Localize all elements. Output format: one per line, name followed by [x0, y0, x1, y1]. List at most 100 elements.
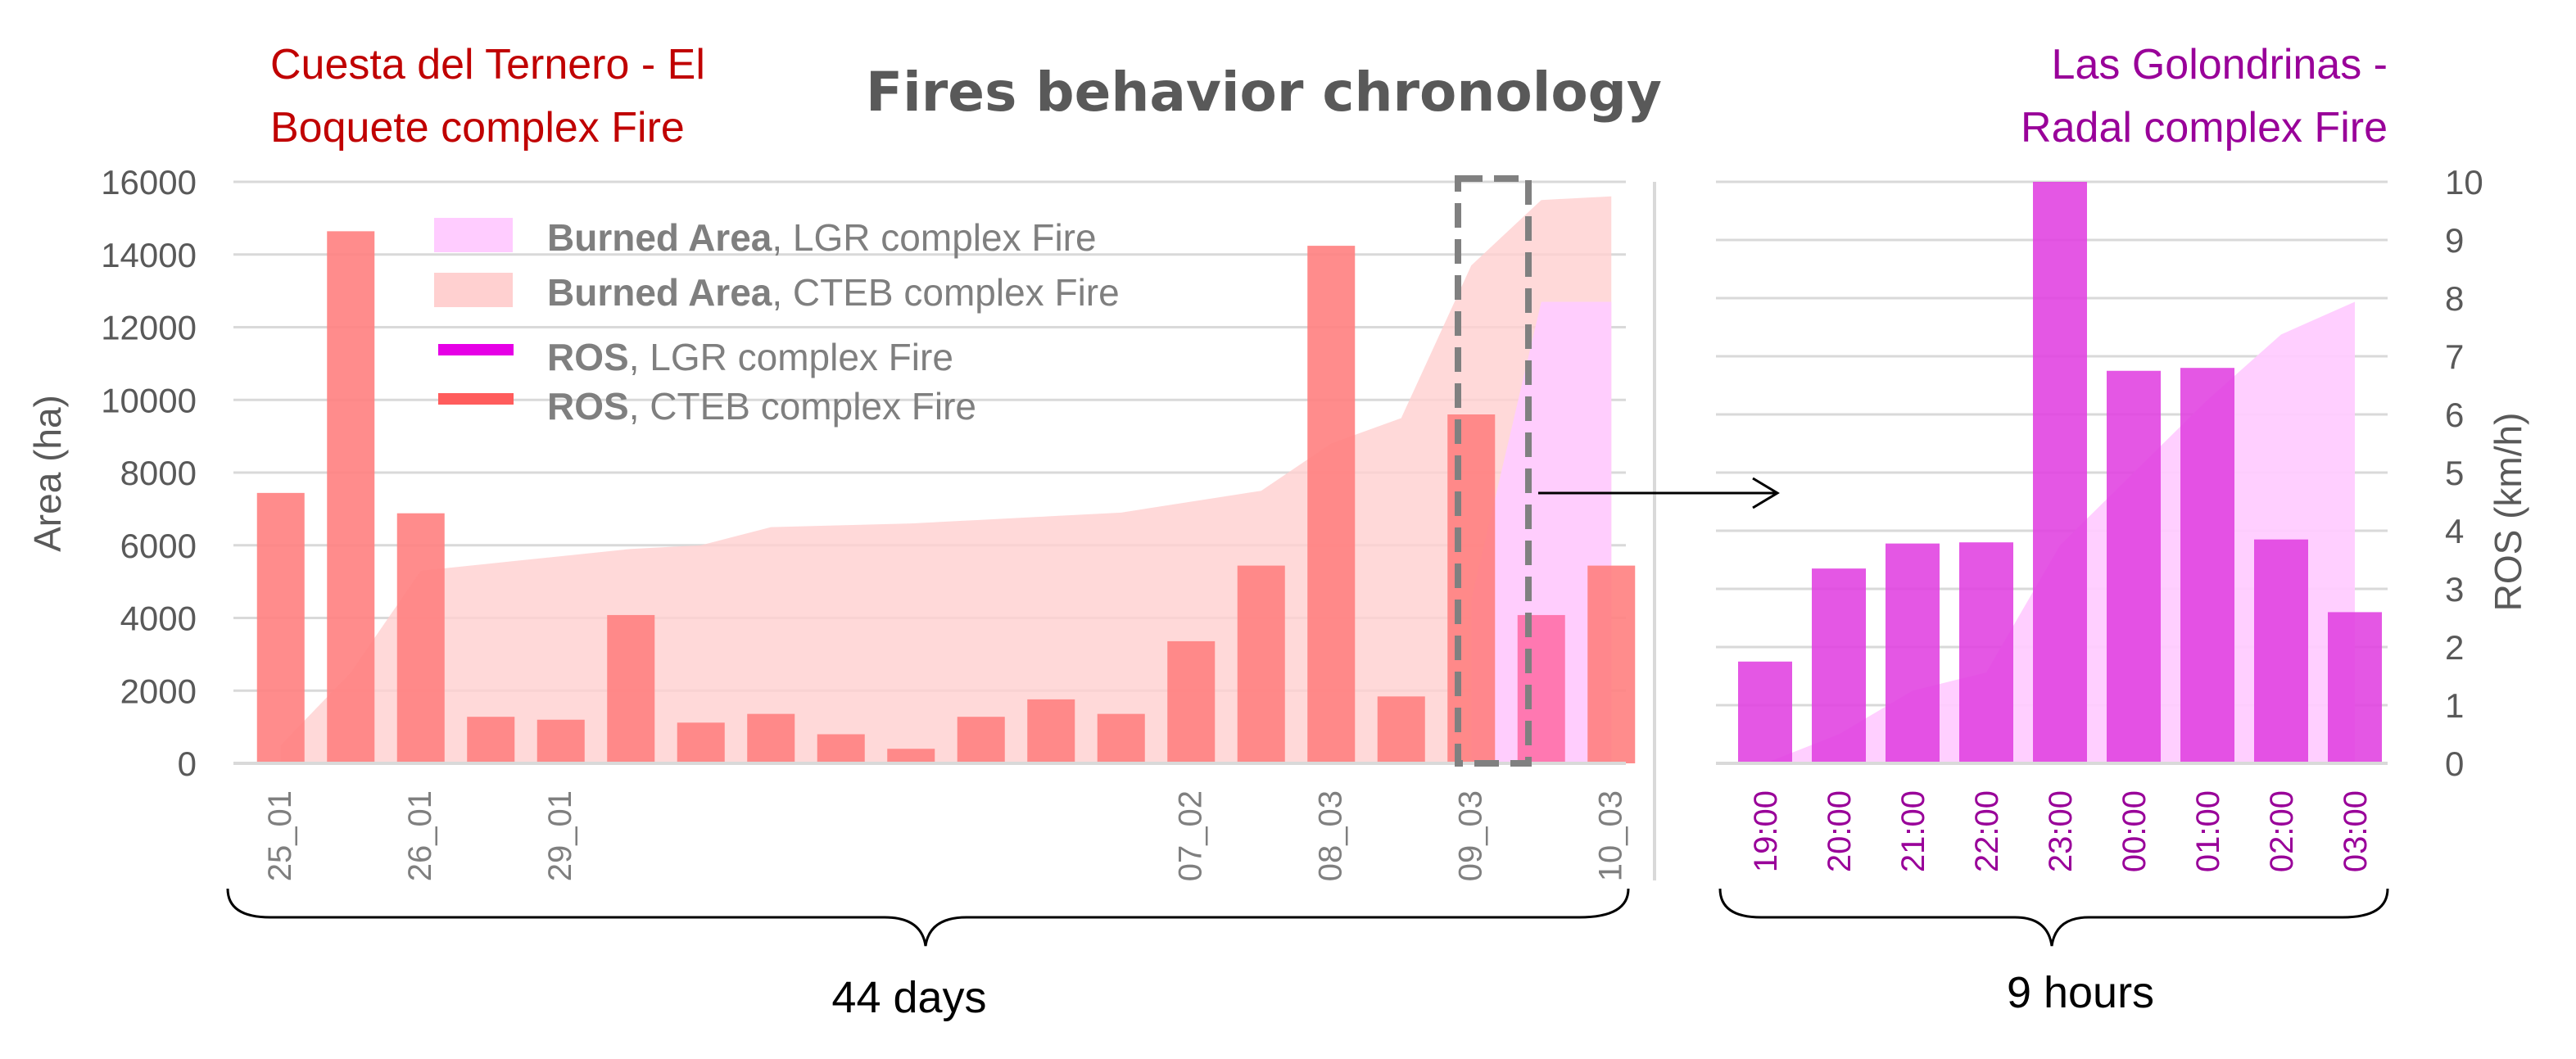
- legend-label-3: ROS, CTEB complex Fire: [547, 385, 976, 428]
- yticks-right: 0 1 2 3 4 5 6 7 8 9 10: [2445, 163, 2483, 783]
- bar-ros-lgr-2: [1886, 543, 1940, 763]
- bar-ros-lgr-3: [1959, 542, 2013, 763]
- y-tick-left-2: 4000: [120, 600, 197, 638]
- bar-ros-lgr-0: [1738, 661, 1792, 763]
- x-tick-right-6: 01:00: [2190, 790, 2226, 872]
- y-tick-right-3: 3: [2445, 570, 2464, 609]
- bar-ros-cteb-14: [1237, 565, 1285, 763]
- bar-ros-cteb-8: [817, 734, 865, 763]
- yticks-left: 0 2000 4000 6000 8000 10000 12000 14000 16000: [101, 163, 197, 783]
- legend-swatch-0: [434, 218, 513, 252]
- x-tick-right-4: 23:00: [2043, 790, 2079, 872]
- legend-label-rest-0: , LGR complex Fire: [772, 216, 1096, 259]
- x-tick-left-1: 26_01: [402, 790, 438, 881]
- x-tick-right-5: 00:00: [2116, 790, 2153, 872]
- y-tick-right-4: 4: [2445, 512, 2464, 550]
- x-tick-left-0: 25_01: [262, 790, 298, 881]
- y-tick-left-3: 6000: [120, 527, 197, 565]
- legend-label-bold-0: Burned Area: [547, 216, 772, 259]
- bar-ros-cteb-11: [1027, 699, 1075, 763]
- bar-ros-lgr-7: [2254, 539, 2308, 763]
- y-tick-right-10: 10: [2445, 163, 2483, 201]
- bar-ros-cteb-4: [536, 719, 585, 763]
- legend-label-bold-1: Burned Area: [547, 271, 772, 314]
- x-tick-right-1: 20:00: [1822, 790, 1858, 872]
- xticks-right: 19:00 20:00 21:00 22:00 23:00 00:00 01:00 02:00…: [1748, 790, 2374, 872]
- x-tick-left-3: 07_02: [1172, 790, 1208, 881]
- bar-ros-cteb-15: [1307, 246, 1356, 764]
- fire-label-left-line2: Boquete complex Fire: [270, 104, 685, 152]
- brace-right: [1718, 888, 2389, 947]
- bar-ros-cteb-0: [256, 492, 305, 763]
- y-tick-right-6: 6: [2445, 396, 2464, 434]
- y-tick-left-7: 14000: [101, 236, 197, 274]
- y-tick-left-1: 2000: [120, 672, 197, 710]
- fire-label-right-line1: Las Golondrinas -: [2052, 41, 2388, 88]
- bar-ros-cteb-19: [1587, 565, 1636, 763]
- zoom-box: [1455, 175, 1532, 767]
- span-label-left: 44 days: [831, 973, 986, 1022]
- bar-ros-cteb-2: [396, 513, 445, 763]
- bar-ros-cteb-13: [1167, 640, 1216, 763]
- span-label-right: 9 hours: [2007, 968, 2154, 1017]
- x-tick-left-6: 10_03: [1592, 790, 1628, 881]
- bar-ros-cteb-12: [1097, 713, 1145, 763]
- y-tick-left-4: 8000: [120, 454, 197, 492]
- bar-ros-cteb-6: [677, 722, 725, 763]
- bar-ros-cteb-1: [327, 231, 375, 764]
- x-tick-left-2: 29_01: [542, 790, 578, 881]
- x-tick-left-5: 09_03: [1452, 790, 1488, 881]
- legend-label-bold-3: ROS: [547, 385, 629, 428]
- legend-label-2: ROS, LGR complex Fire: [547, 336, 953, 378]
- legend-swatch-3: [438, 393, 514, 405]
- y-tick-right-7: 7: [2445, 337, 2464, 376]
- bar-ros-lgr-1: [1812, 568, 1866, 763]
- bars-right: [1738, 182, 2382, 763]
- y-axis-label-right: ROS (km/h): [2487, 413, 2529, 612]
- x-tick-right-0: 19:00: [1748, 790, 1784, 872]
- bar-ros-cteb-10: [957, 717, 1005, 763]
- xticks-left: 25_01 26_01 29_01 07_02 08_03 09_03 10_03: [262, 790, 1629, 881]
- bar-ros-cteb-3: [467, 717, 515, 763]
- y-tick-right-8: 8: [2445, 279, 2464, 318]
- fire-label-right-line2: Radal complex Fire: [2021, 104, 2388, 152]
- bar-ros-cteb-7: [747, 713, 795, 763]
- y-axis-label-left: Area (ha): [26, 395, 69, 552]
- fire-label-left-line1: Cuesta del Ternero - El: [270, 41, 705, 88]
- y-tick-right-1: 1: [2445, 686, 2464, 725]
- bar-ros-lgr-8: [2328, 612, 2382, 763]
- x-tick-right-8: 03:00: [2338, 790, 2374, 872]
- chart-title: Fires behavior chronology: [866, 61, 1662, 124]
- y-tick-right-5: 5: [2445, 454, 2464, 492]
- bar-ros-cteb-9: [887, 749, 935, 763]
- legend-swatch-1: [434, 273, 513, 307]
- zoom-arrow: [1538, 477, 1780, 509]
- y-tick-left-6: 12000: [101, 309, 197, 347]
- y-tick-right-0: 0: [2445, 744, 2464, 783]
- bar-ros-cteb-17: [1447, 414, 1496, 763]
- brace-left: [226, 888, 1630, 947]
- y-tick-left-8: 16000: [101, 163, 197, 201]
- bar-ros-lgr-5: [2107, 370, 2161, 763]
- bar-ros-lgr-left-18: [1517, 614, 1565, 763]
- area-burned-lgr-left: [1471, 301, 1612, 763]
- y-tick-right-2: 2: [2445, 628, 2464, 667]
- legend-label-1: Burned Area, CTEB complex Fire: [547, 271, 1120, 314]
- legend-label-bold-2: ROS: [547, 336, 629, 378]
- legend-swatch-2: [438, 344, 514, 355]
- bar-ros-cteb-16: [1377, 696, 1425, 763]
- legend-label-0: Burned Area, LGR complex Fire: [547, 216, 1097, 259]
- x-tick-left-4: 08_03: [1312, 790, 1348, 881]
- bar-ros-cteb-5: [607, 614, 655, 763]
- y-tick-left-0: 0: [178, 744, 197, 783]
- y-tick-left-5: 10000: [101, 381, 197, 419]
- legend-label-rest-3: , CTEB complex Fire: [629, 385, 976, 428]
- bars-left: [256, 231, 1636, 764]
- y-tick-right-9: 9: [2445, 221, 2464, 260]
- x-tick-right-3: 22:00: [1969, 790, 2005, 872]
- legend-label-rest-2: , LGR complex Fire: [629, 336, 953, 378]
- x-tick-right-2: 21:00: [1895, 790, 1931, 872]
- bar-ros-lgr-4: [2033, 182, 2087, 763]
